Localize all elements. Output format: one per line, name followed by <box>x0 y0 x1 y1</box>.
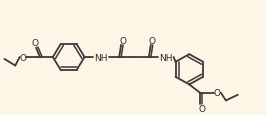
Text: NH: NH <box>95 53 108 62</box>
Text: O: O <box>149 36 156 45</box>
Text: O: O <box>19 53 26 62</box>
Text: O: O <box>119 36 126 45</box>
Text: O: O <box>214 89 221 98</box>
Text: NH: NH <box>159 53 172 62</box>
Text: O: O <box>32 39 39 48</box>
Text: O: O <box>199 105 206 114</box>
